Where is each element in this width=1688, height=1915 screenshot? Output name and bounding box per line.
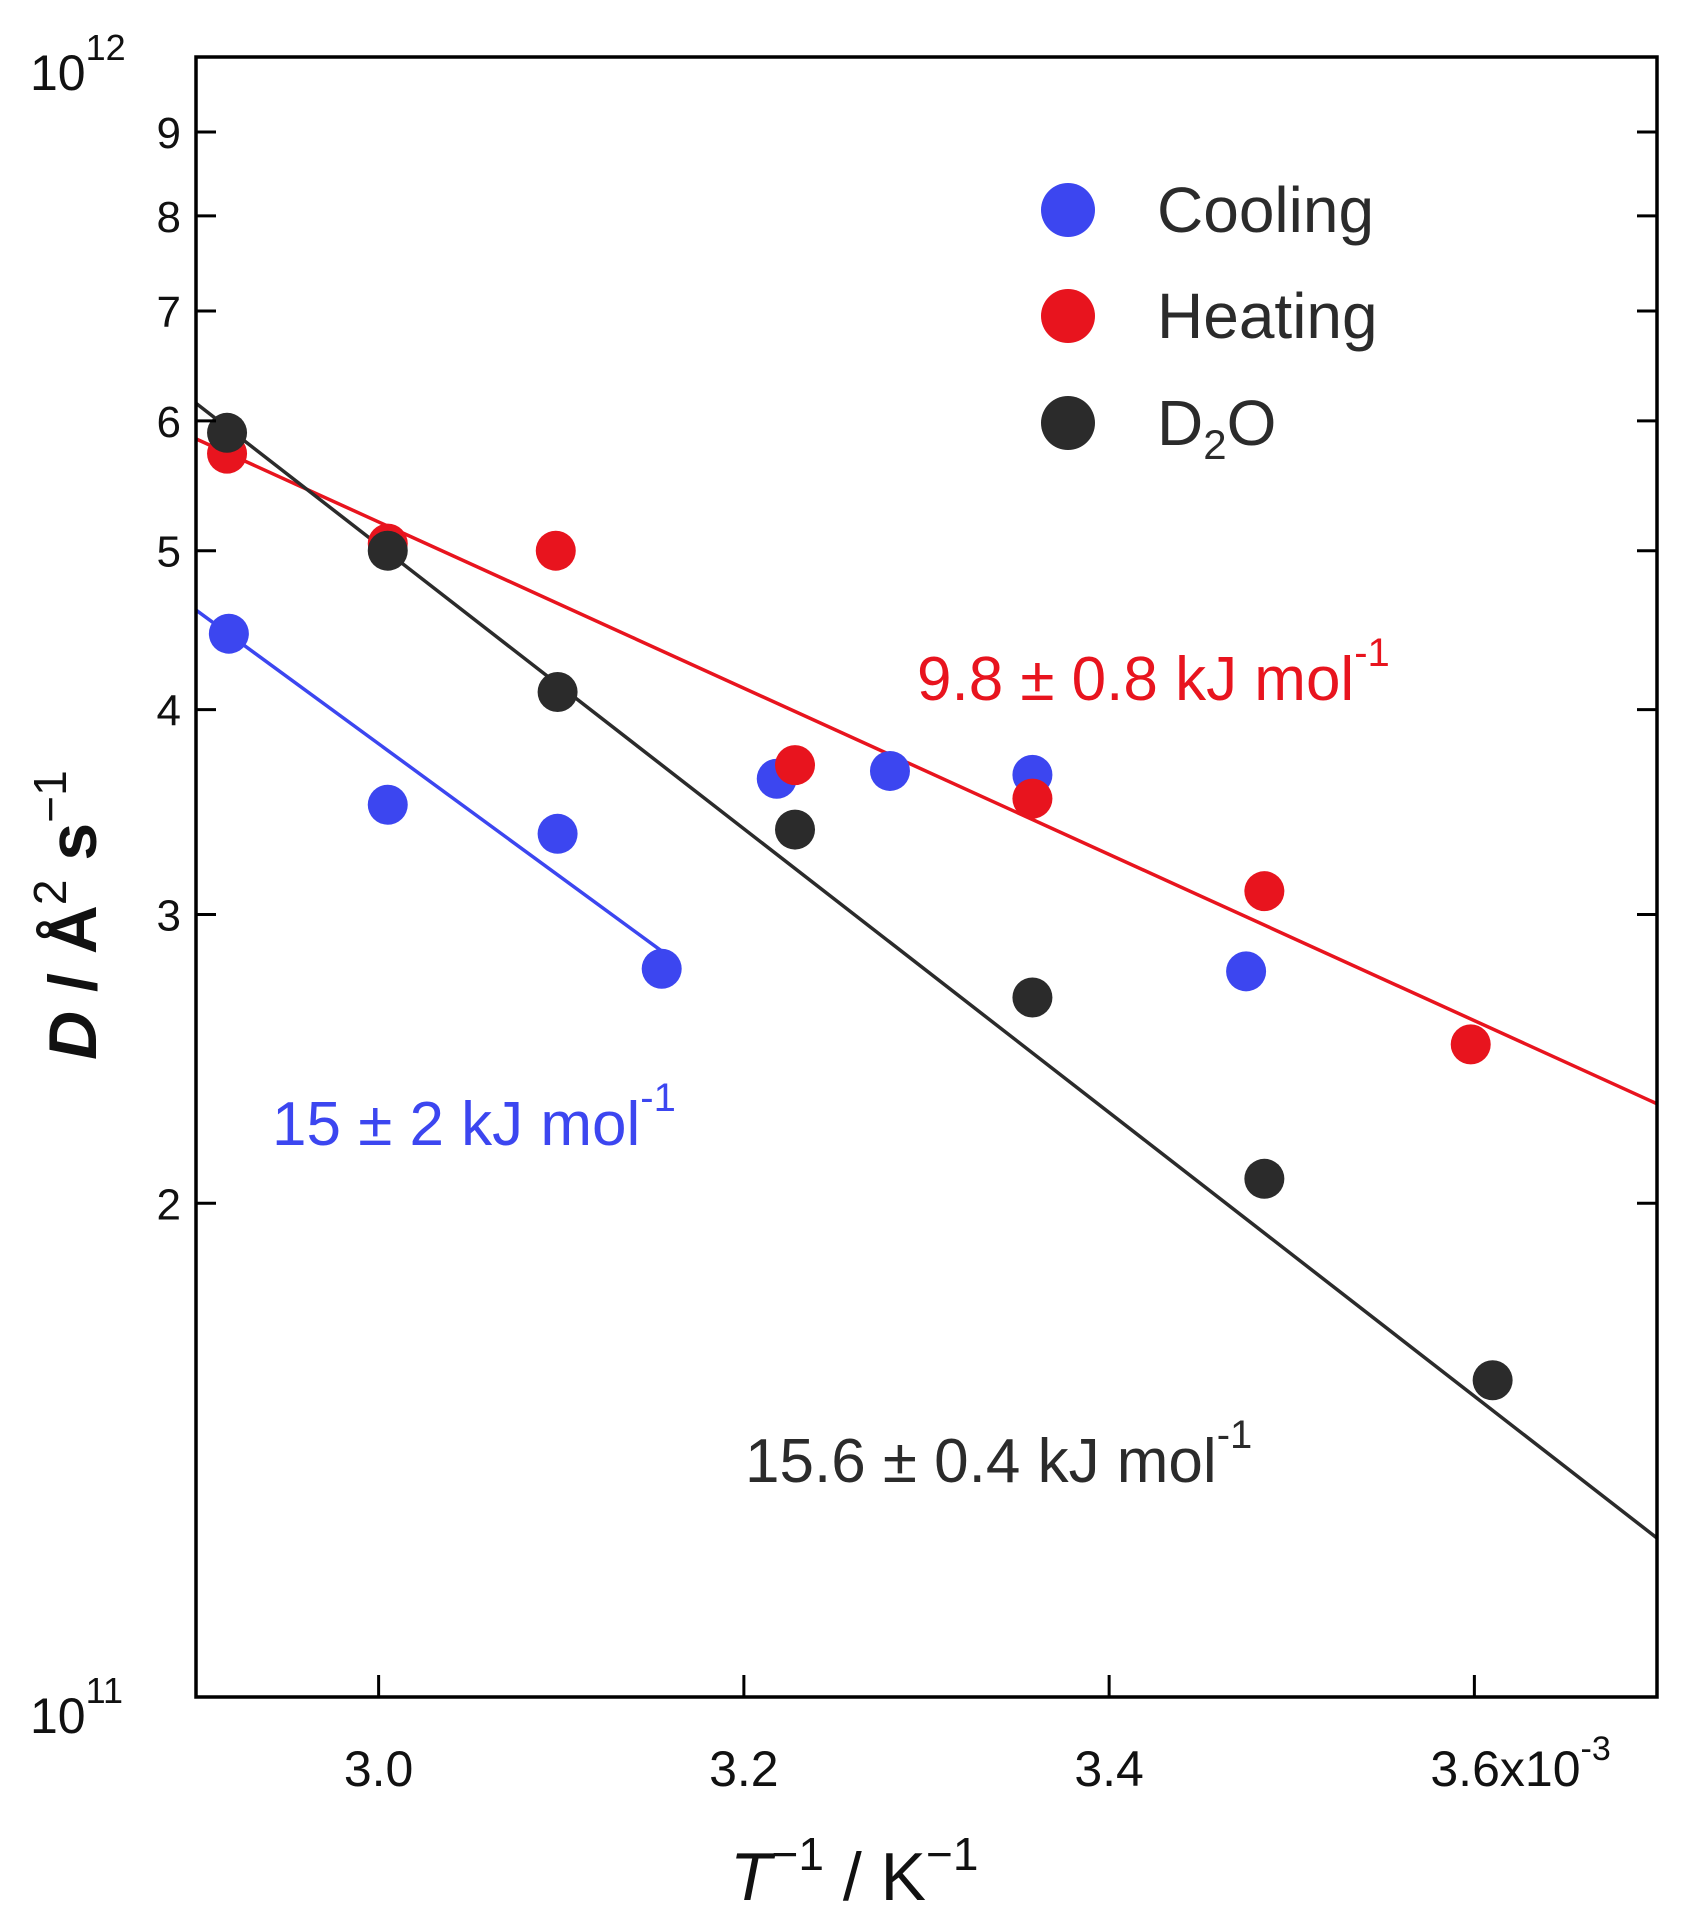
point-d2o-6 [1472, 1360, 1513, 1401]
legend-marker-heating [1041, 289, 1095, 343]
point-heating-4 [1012, 778, 1053, 819]
point-cooling-5 [869, 750, 910, 791]
y-tick-label-3: 4 [157, 687, 181, 736]
fit-line-heating [195, 437, 1658, 1106]
point-cooling-7 [1226, 951, 1267, 992]
point-heating-2 [535, 530, 576, 571]
point-d2o-1 [367, 530, 408, 571]
annotation-cooling: 15 ± 2 kJ mol-1 [272, 1076, 676, 1159]
y-axis-label: D / Å2 s−1 [24, 770, 111, 1060]
legend-marker-d2o [1041, 396, 1095, 450]
legend-marker-cooling [1041, 183, 1095, 237]
y-tick-label-7: 8 [157, 193, 181, 242]
x-axis-label: T−1 / K−1 [730, 1828, 979, 1915]
fit-line-cooling [194, 608, 663, 953]
y-tick-label-8: 9 [157, 109, 181, 158]
point-heating-6 [1450, 1024, 1491, 1065]
y-tick-label-2: 3 [157, 892, 181, 941]
point-heating-5 [1244, 871, 1285, 912]
y-tick-label-4: 5 [157, 528, 181, 577]
annotation-heating: 9.8 ± 0.8 kJ mol-1 [917, 631, 1390, 714]
point-cooling-0 [208, 613, 249, 654]
y-axis-ticks: 1011 2 3 4 5 6 7 8 9 1012 [30, 27, 1657, 1744]
legend-item-cooling: Cooling [1041, 174, 1374, 246]
x-tick-label-1: 3.2 [709, 1741, 779, 1797]
legend: Cooling Heating D2O [1041, 174, 1378, 468]
data-points [207, 412, 1513, 1401]
point-d2o-2 [537, 672, 578, 713]
fit-line-d2o [194, 401, 1659, 1540]
plot-frame [194, 55, 1659, 1699]
x-tick-label-2: 3.4 [1074, 1741, 1144, 1797]
legend-item-d2o: D2O [1041, 387, 1276, 468]
point-cooling-3 [641, 948, 682, 989]
y-tick-label-9: 1012 [30, 27, 126, 101]
point-d2o-3 [775, 809, 816, 850]
legend-item-heating: Heating [1041, 280, 1378, 352]
annotation-d2o: 15.6 ± 0.4 kJ mol-1 [745, 1413, 1252, 1496]
x-tick-label-3: 3.6x10-3 [1430, 1730, 1610, 1797]
x-axis-ticks: 3.0 3.2 3.4 3.6x10-3 [344, 1675, 1611, 1797]
point-cooling-2 [537, 813, 578, 854]
legend-label-heating: Heating [1157, 280, 1378, 352]
y-tick-label-1: 2 [157, 1180, 181, 1229]
legend-label-cooling: Cooling [1157, 174, 1374, 246]
fit-lines [194, 401, 1659, 1540]
y-tick-label-6: 7 [157, 288, 181, 337]
x-tick-label-0: 3.0 [344, 1741, 414, 1797]
point-d2o-4 [1012, 977, 1053, 1018]
point-d2o-0 [207, 412, 248, 453]
point-cooling-1 [367, 784, 408, 825]
legend-label-d2o: D2O [1157, 387, 1276, 468]
y-tick-label-5: 6 [157, 398, 181, 447]
point-heating-3 [775, 745, 816, 786]
point-d2o-5 [1244, 1158, 1285, 1199]
y-tick-label-0: 1011 [30, 1670, 123, 1744]
